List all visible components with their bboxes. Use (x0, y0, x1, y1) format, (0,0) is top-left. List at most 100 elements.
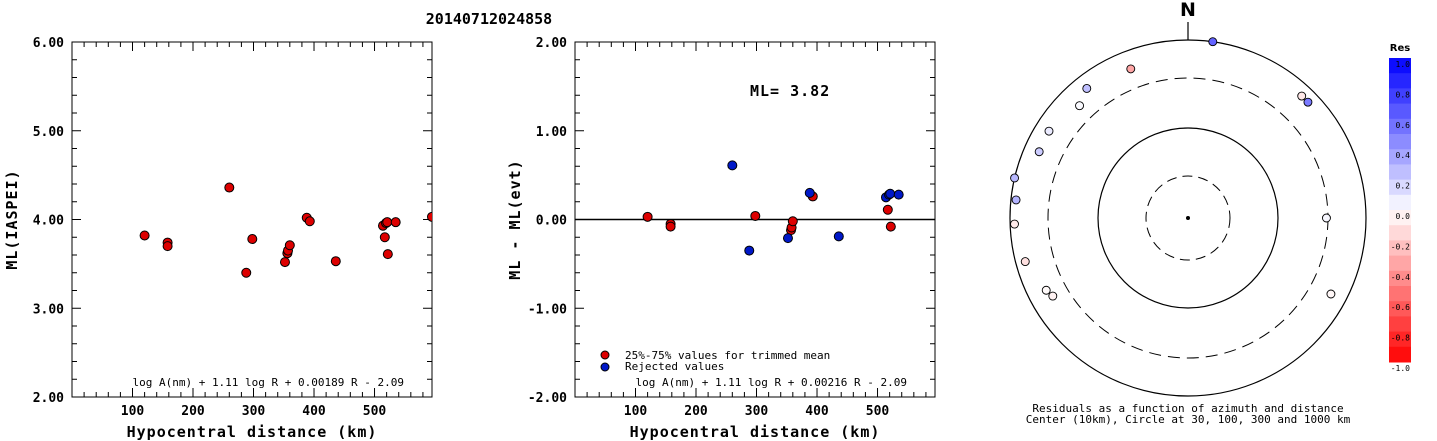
colorbar-cell (1389, 58, 1411, 74)
x-axis-title: Hypocentral distance (km) (127, 423, 378, 441)
rejected-point (782, 233, 793, 244)
legend-used-marker (600, 350, 610, 360)
polar-residual-panel: N Residuals as a function of azimuth and … (1009, 0, 1367, 426)
colorbar-cell (1389, 134, 1411, 150)
y-tick-label: 5.00 (33, 125, 64, 140)
station-point (1044, 126, 1054, 136)
station-point (1326, 289, 1336, 299)
x-tick-label: 200 (684, 404, 708, 419)
plot-frame (71, 41, 433, 398)
used-point (665, 221, 676, 232)
y-tick-label: 6.00 (33, 36, 64, 51)
colorbar-tick-label: -0.6 (1391, 303, 1410, 312)
colorbar-tick-label: 0.4 (1396, 151, 1411, 160)
y-tick-label: 2.00 (33, 391, 64, 406)
station-point (1075, 101, 1084, 111)
station-point (1126, 64, 1136, 74)
colorbar-tick-label: 1.0 (1396, 60, 1411, 69)
north-label: N (1180, 0, 1196, 21)
data-point (427, 211, 432, 222)
station-point (1041, 285, 1051, 295)
colorbar-cell (1389, 118, 1411, 135)
ml-iaspei-panel: 100 200 300 400 500 2.00 3.00 4.00 5.00 6.00 Hypoc… (3, 36, 433, 441)
colorbar-tick-label: -0.8 (1391, 334, 1410, 343)
polar-caption-line1: Residuals as a function of azimuth and d… (1032, 402, 1343, 415)
y-axis-title: ML(IASPEI) (3, 169, 21, 269)
x-axis-title: Hypocentral distance (km) (630, 423, 881, 441)
station-point (1322, 213, 1331, 223)
station-point (1020, 257, 1030, 267)
colorbar-tick-label: -1.0 (1391, 364, 1410, 373)
y-tick-label: -2.00 (528, 391, 567, 406)
colorbar-cell (1389, 149, 1411, 165)
station-point (1303, 97, 1313, 107)
formula-label: log A(nm) + 1.11 log R + 0.00189 R - 2.0… (132, 376, 404, 389)
residual-colorbar: Res 1.0 0.8 0.6 0.4 0.2 0.0 -0.2 -0.4 -0.6 -0.8 -1.… (1389, 43, 1411, 373)
x-tick-label: 300 (242, 404, 266, 419)
colorbar-tick-label: 0.6 (1396, 121, 1411, 130)
colorbar-cell (1389, 225, 1411, 241)
rejected-point (744, 245, 755, 256)
data-point (382, 249, 393, 260)
ml-annotation: ML= 3.82 (750, 82, 830, 100)
used-point (642, 211, 653, 222)
colorbar-cell (1389, 210, 1411, 226)
circle-30km (1145, 175, 1231, 261)
colorbar-cell (1389, 316, 1411, 333)
y-tick-label: 4.00 (33, 214, 64, 229)
colorbar-tick-label: -0.4 (1391, 273, 1410, 282)
legend-used-label: 25%-75% values for trimmed mean (625, 349, 830, 362)
data-point (330, 256, 341, 267)
center-dot (1186, 216, 1190, 220)
x-tick-label: 500 (363, 404, 387, 419)
colorbar-tick-label: -0.2 (1391, 242, 1410, 251)
x-tick-label: 500 (866, 404, 890, 419)
y-tick-label: 2.00 (536, 36, 567, 51)
colorbar-cell (1389, 179, 1411, 196)
colorbar-cell (1389, 164, 1411, 181)
x-tick-label: 100 (624, 404, 648, 419)
y-tick-label: -1.00 (528, 302, 567, 317)
colorbar-cell (1389, 270, 1411, 287)
colorbar-cell (1389, 346, 1411, 363)
colorbar-cell (1389, 194, 1411, 211)
station-point (1034, 147, 1044, 157)
data-point (390, 217, 401, 228)
y-tick-label: 0.00 (536, 214, 567, 229)
colorbar-tick-label: 0.2 (1396, 182, 1411, 191)
colorbar-cell (1389, 331, 1411, 348)
rejected-point (833, 231, 844, 242)
data-point (162, 241, 173, 252)
data-point (382, 217, 393, 228)
polar-caption-line2: Center (10km), Circle at 30, 100, 300 an… (1026, 413, 1351, 426)
x-tick-label: 200 (181, 404, 205, 419)
colorbar-tick-label: 0.8 (1396, 90, 1411, 99)
colorbar-cell (1389, 301, 1411, 317)
colorbar-cell (1389, 255, 1411, 272)
data-point (379, 232, 390, 243)
figure-title: 20140712024858 (426, 10, 552, 28)
station-point (1297, 91, 1307, 101)
station-point (1010, 173, 1020, 183)
colorbar-tick-label: 0.0 (1396, 212, 1411, 221)
rejected-point (893, 189, 904, 200)
x-tick-label: 400 (805, 404, 829, 419)
used-point (882, 204, 893, 215)
y-tick-label: 3.00 (33, 302, 64, 317)
ml-residual-panel: 100 200 300 400 500 -2.00 -1.00 0.00 1.00 2.00 Hyp… (506, 36, 936, 441)
colorbar-cell (1389, 73, 1411, 89)
colorbar-title: Res (1390, 43, 1410, 54)
y-tick-label: 1.00 (536, 125, 567, 140)
colorbar-cell (1389, 240, 1411, 257)
colorbar-cell (1389, 286, 1411, 302)
data-point (139, 230, 150, 241)
used-point (885, 221, 896, 232)
station-point (1011, 195, 1021, 205)
data-point (304, 216, 315, 227)
x-tick-label: 300 (745, 404, 769, 419)
data-point (224, 182, 235, 193)
x-tick-label: 100 (121, 404, 145, 419)
colorbar-cell (1389, 88, 1411, 105)
data-point (284, 240, 295, 251)
